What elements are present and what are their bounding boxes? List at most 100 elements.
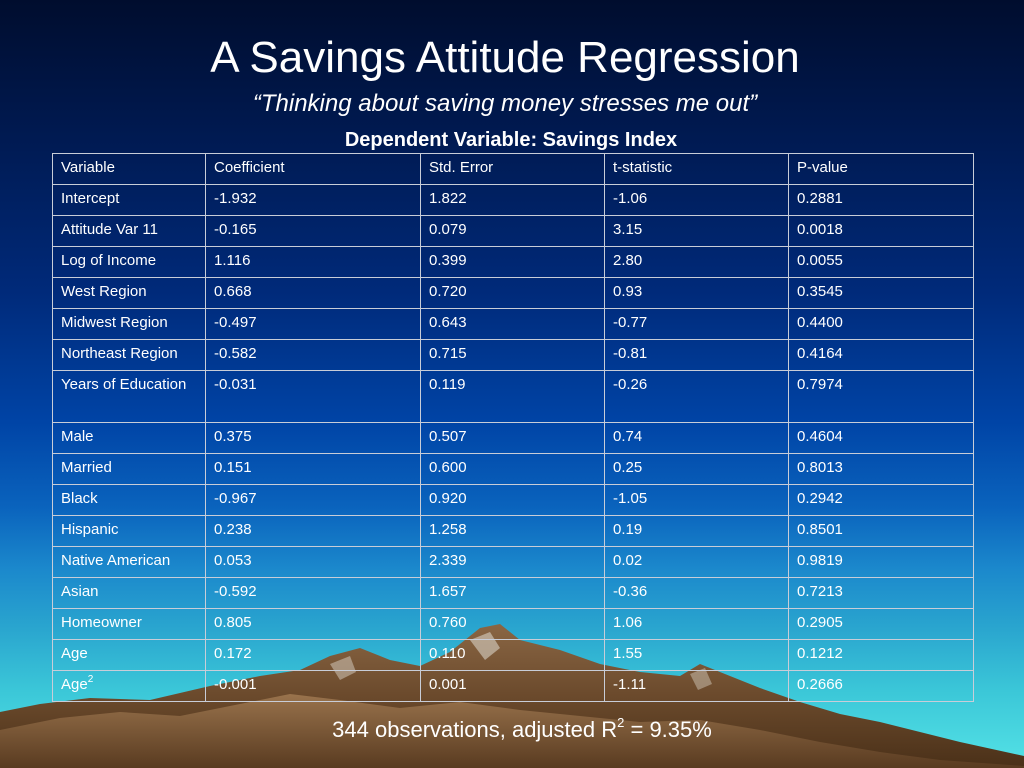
t-statistic-cell: -1.05 — [604, 484, 789, 516]
superscript: 2 — [87, 674, 94, 685]
coefficient-cell: -0.582 — [205, 339, 421, 371]
variable-cell: West Region — [52, 277, 206, 309]
p-value-cell: 0.3545 — [788, 277, 974, 309]
table-row: Midwest Region -0.497 0.643 -0.77 0.4400 — [52, 308, 974, 340]
t-statistic-cell: -1.11 — [604, 670, 789, 702]
p-value-cell: 0.2942 — [788, 484, 974, 516]
coefficient-cell: 0.805 — [205, 608, 421, 640]
std-error-cell: 0.001 — [420, 670, 605, 702]
column-header: Coefficient — [205, 153, 421, 185]
footer-prefix: 344 observations, adjusted R — [332, 717, 618, 742]
variable-cell: Male — [52, 422, 206, 454]
table-row: Native American 0.053 2.339 0.02 0.9819 — [52, 546, 974, 578]
table-row: Black -0.967 0.920 -1.05 0.2942 — [52, 484, 974, 516]
column-header: P-value — [788, 153, 974, 185]
variable-cell: Asian — [52, 577, 206, 609]
t-statistic-cell: 0.19 — [604, 515, 789, 547]
variable-cell: Homeowner — [52, 608, 206, 640]
t-statistic-cell: 2.80 — [604, 246, 789, 278]
std-error-cell: 0.399 — [420, 246, 605, 278]
variable-cell: Intercept — [52, 184, 206, 216]
p-value-cell: 0.7974 — [788, 370, 974, 423]
std-error-cell: 0.760 — [420, 608, 605, 640]
table-row: Northeast Region -0.582 0.715 -0.81 0.41… — [52, 339, 974, 371]
p-value-cell: 0.1212 — [788, 639, 974, 671]
regression-table: Variable Coefficient Std. Error t-statis… — [52, 153, 974, 702]
coefficient-cell: 0.238 — [205, 515, 421, 547]
variable-cell: Native American — [52, 546, 206, 578]
std-error-cell: 0.715 — [420, 339, 605, 371]
t-statistic-cell: 0.74 — [604, 422, 789, 454]
column-header: Std. Error — [420, 153, 605, 185]
coefficient-cell: 0.172 — [205, 639, 421, 671]
t-statistic-cell: 1.55 — [604, 639, 789, 671]
coefficient-cell: -0.592 — [205, 577, 421, 609]
t-statistic-cell: 3.15 — [604, 215, 789, 247]
p-value-cell: 0.9819 — [788, 546, 974, 578]
variable-cell: Married — [52, 453, 206, 485]
table-row: Male 0.375 0.507 0.74 0.4604 — [52, 422, 974, 454]
table-row: Married 0.151 0.600 0.25 0.8013 — [52, 453, 974, 485]
table-row: Age2 -0.001 0.001 -1.11 0.2666 — [52, 670, 974, 702]
std-error-cell: 0.720 — [420, 277, 605, 309]
coefficient-cell: 0.151 — [205, 453, 421, 485]
table-row: Log of Income 1.116 0.399 2.80 0.0055 — [52, 246, 974, 278]
coefficient-cell: -1.932 — [205, 184, 421, 216]
coefficient-cell: 1.116 — [205, 246, 421, 278]
footer-superscript: 2 — [617, 714, 625, 730]
std-error-cell: 1.657 — [420, 577, 605, 609]
p-value-cell: 0.4400 — [788, 308, 974, 340]
coefficient-cell: 0.668 — [205, 277, 421, 309]
std-error-cell: 0.079 — [420, 215, 605, 247]
footer-note: 344 observations, adjusted R2 = 9.35% — [0, 716, 1024, 744]
p-value-cell: 0.2666 — [788, 670, 974, 702]
footer-suffix: = 9.35% — [624, 717, 712, 742]
std-error-cell: 0.600 — [420, 453, 605, 485]
table-header-row: Variable Coefficient Std. Error t-statis… — [52, 153, 974, 185]
variable-cell: Black — [52, 484, 206, 516]
variable-cell: Log of Income — [52, 246, 206, 278]
table-row: West Region 0.668 0.720 0.93 0.3545 — [52, 277, 974, 309]
slide-subtitle: “Thinking about saving money stresses me… — [252, 90, 758, 117]
t-statistic-cell: -0.81 — [604, 339, 789, 371]
variable-cell: Midwest Region — [52, 308, 206, 340]
coefficient-cell: -0.031 — [205, 370, 421, 423]
p-value-cell: 0.4604 — [788, 422, 974, 454]
std-error-cell: 0.507 — [420, 422, 605, 454]
table-row: Asian -0.592 1.657 -0.36 0.7213 — [52, 577, 974, 609]
std-error-cell: 1.258 — [420, 515, 605, 547]
t-statistic-cell: 0.25 — [604, 453, 789, 485]
std-error-cell: 0.110 — [420, 639, 605, 671]
t-statistic-cell: 1.06 — [604, 608, 789, 640]
t-statistic-cell: -1.06 — [604, 184, 789, 216]
t-statistic-cell: -0.36 — [604, 577, 789, 609]
variable-cell: Age — [52, 639, 206, 671]
column-header: t-statistic — [604, 153, 789, 185]
column-header: Variable — [52, 153, 206, 185]
table-row: Hispanic 0.238 1.258 0.19 0.8501 — [52, 515, 974, 547]
p-value-cell: 0.4164 — [788, 339, 974, 371]
table-row: Intercept -1.932 1.822 -1.06 0.2881 — [52, 184, 974, 216]
variable-cell: Attitude Var 11 — [52, 215, 206, 247]
std-error-cell: 0.119 — [420, 370, 605, 423]
std-error-cell: 2.339 — [420, 546, 605, 578]
coefficient-cell: -0.967 — [205, 484, 421, 516]
p-value-cell: 0.2905 — [788, 608, 974, 640]
p-value-cell: 0.7213 — [788, 577, 974, 609]
std-error-cell: 0.920 — [420, 484, 605, 516]
table-caption: Dependent Variable: Savings Index — [344, 129, 678, 151]
std-error-cell: 0.643 — [420, 308, 605, 340]
coefficient-cell: -0.001 — [205, 670, 421, 702]
coefficient-cell: 0.053 — [205, 546, 421, 578]
p-value-cell: 0.8013 — [788, 453, 974, 485]
t-statistic-cell: -0.77 — [604, 308, 789, 340]
variable-cell: Hispanic — [52, 515, 206, 547]
p-value-cell: 0.0055 — [788, 246, 974, 278]
variable-cell: Age2 — [52, 670, 206, 702]
p-value-cell: 0.0018 — [788, 215, 974, 247]
table-row: Attitude Var 11 -0.165 0.079 3.15 0.0018 — [52, 215, 974, 247]
variable-label: Age — [61, 676, 88, 693]
table-row: Age 0.172 0.110 1.55 0.1212 — [52, 639, 974, 671]
coefficient-cell: 0.375 — [205, 422, 421, 454]
